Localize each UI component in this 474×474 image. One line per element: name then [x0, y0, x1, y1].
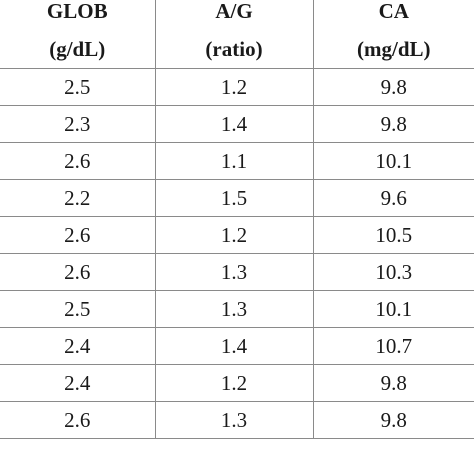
- table-row: 2.6 1.3 9.8: [0, 401, 474, 439]
- table-body: 2.5 1.2 9.8 2.3 1.4 9.8 2.6 1.1 10.1 2.2…: [0, 68, 474, 439]
- cell-ca: 9.8: [312, 364, 474, 402]
- header-row-names: GLOB A/G CA: [0, 0, 474, 30]
- cell-ag: 1.4: [154, 327, 313, 365]
- cell-ag: 1.2: [154, 364, 313, 402]
- cell-glob: 2.2: [0, 179, 155, 217]
- table-row: 2.4 1.2 9.8: [0, 364, 474, 402]
- column-header-ca: CA: [312, 0, 474, 30]
- cell-glob: 2.5: [0, 290, 155, 328]
- table-header: GLOB A/G CA (g/dL) (ratio) (mg/dL): [0, 0, 474, 69]
- cell-glob: 2.6: [0, 253, 155, 291]
- table-row: 2.6 1.3 10.3: [0, 253, 474, 291]
- cell-ca: 9.6: [312, 179, 474, 217]
- table-row: 2.5 1.2 9.8: [0, 68, 474, 106]
- cell-ca: 9.8: [312, 68, 474, 106]
- lab-values-table-container: GLOB A/G CA (g/dL) (ratio) (mg/dL) 2.5 1…: [0, 0, 474, 439]
- cell-glob: 2.6: [0, 216, 155, 254]
- cell-ca: 9.8: [312, 401, 474, 439]
- table-row: 2.2 1.5 9.6: [0, 179, 474, 217]
- column-unit-ca: (mg/dL): [312, 30, 474, 69]
- table-row: 2.6 1.2 10.5: [0, 216, 474, 254]
- table-row: 2.6 1.1 10.1: [0, 142, 474, 180]
- cell-ca: 9.8: [312, 105, 474, 143]
- cell-glob: 2.3: [0, 105, 155, 143]
- cell-ag: 1.3: [154, 253, 313, 291]
- column-unit-glob: (g/dL): [0, 30, 155, 69]
- cell-ca: 10.5: [312, 216, 474, 254]
- header-row-units: (g/dL) (ratio) (mg/dL): [0, 30, 474, 69]
- cell-ag: 1.5: [154, 179, 313, 217]
- cell-ag: 1.1: [154, 142, 313, 180]
- column-header-ag: A/G: [154, 0, 313, 30]
- cell-glob: 2.5: [0, 68, 155, 106]
- cell-glob: 2.6: [0, 142, 155, 180]
- table-row: 2.5 1.3 10.1: [0, 290, 474, 328]
- lab-values-table: GLOB A/G CA (g/dL) (ratio) (mg/dL) 2.5 1…: [0, 0, 474, 439]
- cell-ca: 10.3: [312, 253, 474, 291]
- cell-glob: 2.4: [0, 364, 155, 402]
- cell-glob: 2.6: [0, 401, 155, 439]
- column-unit-ag: (ratio): [154, 30, 313, 69]
- table-row: 2.4 1.4 10.7: [0, 327, 474, 365]
- cell-ag: 1.3: [154, 401, 313, 439]
- cell-ag: 1.2: [154, 68, 313, 106]
- cell-ag: 1.2: [154, 216, 313, 254]
- cell-ca: 10.1: [312, 290, 474, 328]
- cell-ca: 10.7: [312, 327, 474, 365]
- cell-ag: 1.4: [154, 105, 313, 143]
- column-header-glob: GLOB: [46, 0, 108, 23]
- cell-ag: 1.3: [154, 290, 313, 328]
- table-row: 2.3 1.4 9.8: [0, 105, 474, 143]
- cell-ca: 10.1: [312, 142, 474, 180]
- cell-glob: 2.4: [0, 327, 155, 365]
